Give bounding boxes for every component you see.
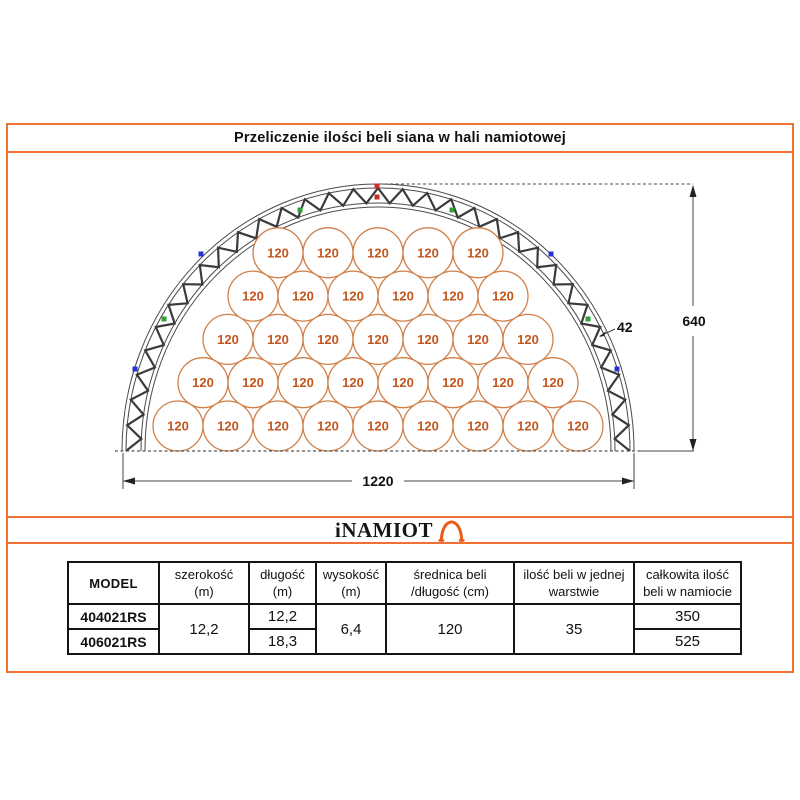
logo-text: iNAMIOT — [335, 518, 433, 542]
dim-height-arrow-bottom — [689, 439, 697, 451]
logo-bar: iNAMIOT — [8, 518, 792, 544]
dim-height-label: 640 — [682, 313, 706, 329]
hay-bale-label: 120 — [442, 289, 464, 304]
hay-bale-label: 120 — [167, 419, 189, 434]
hay-bale-label: 120 — [342, 289, 364, 304]
tent-icon — [438, 519, 465, 542]
hay-bale-label: 120 — [317, 332, 339, 347]
hay-bale-label: 120 — [542, 375, 564, 390]
hay-bale-label: 120 — [442, 375, 464, 390]
hay-bale — [527, 357, 579, 409]
col-header-bales-per-layer: ilość beli w jednej warstwie — [513, 561, 635, 605]
truss-markers — [132, 183, 620, 372]
hay-bale-label: 120 — [242, 289, 264, 304]
truss-marker — [198, 251, 204, 257]
cell-bales-total-1: 350 — [633, 603, 742, 630]
truss-marker — [132, 366, 138, 372]
hay-bale-label: 120 — [217, 332, 239, 347]
hay-bale — [477, 270, 529, 322]
diagram-area: 120 120 120 120 120 120 120 120 120 120 120 120 120 1… — [8, 153, 792, 518]
hay-bale-label: 120 — [317, 245, 339, 260]
tent-cross-section-diagram: 120 120 120 120 120 120 120 120 120 120 120 120 120 1… — [115, 183, 706, 489]
cell-height: 6,4 — [315, 603, 387, 655]
hay-bale-label: 120 — [417, 419, 439, 434]
hay-bale-label: 120 — [467, 332, 489, 347]
hay-bale — [452, 227, 504, 279]
hay-bale-label: 120 — [367, 419, 389, 434]
dim-width — [122, 453, 635, 489]
hay-bale-label: 120 — [367, 245, 389, 260]
hay-bale-label: 120 — [392, 289, 414, 304]
hay-bale-label: 120 — [242, 375, 264, 390]
dim-truss-label: 42 — [617, 319, 633, 335]
cell-length-2: 18,3 — [248, 628, 317, 655]
hay-bale-label: 120 — [342, 375, 364, 390]
cell-bales-total-2: 525 — [633, 628, 742, 655]
table-row: 406021RS 18,3 525 — [67, 628, 742, 655]
hay-bale-label: 120 — [267, 332, 289, 347]
header-row: MODEL szerokość (m) długość (m) wysokość (m… — [67, 561, 742, 605]
cell-width: 12,2 — [158, 603, 250, 655]
col-header-bale-diameter: średnica beli/długość (cm) — [385, 561, 515, 605]
hay-bale-label: 120 — [317, 419, 339, 434]
hay-bale-label: 120 — [467, 419, 489, 434]
hay-bale-label: 120 — [517, 332, 539, 347]
hay-bale-label: 120 — [192, 375, 214, 390]
hay-bale-label: 120 — [567, 419, 589, 434]
cell-bales-per-layer: 35 — [513, 603, 635, 655]
truss-marker — [449, 207, 455, 213]
truss-marker — [585, 316, 591, 322]
hay-bale-label: 120 — [492, 289, 514, 304]
dim-height-arrow-top — [689, 185, 697, 197]
hay-bale-label: 120 — [292, 375, 314, 390]
cell-model-2: 406021RS — [67, 628, 160, 655]
truss-marker — [548, 251, 554, 257]
cell-bale-diameter: 120 — [385, 603, 515, 655]
truss-marker — [297, 207, 303, 213]
truss-marker — [161, 316, 167, 322]
table-area: MODEL szerokość (m) długość (m) wysokość (m… — [8, 544, 792, 671]
col-header-width: szerokość (m) — [158, 561, 250, 605]
hay-bale-label: 120 — [267, 245, 289, 260]
col-header-height: wysokość (m) — [315, 561, 387, 605]
document-frame: Przeliczenie ilości beli siana w hali na… — [6, 123, 794, 673]
table-row: 404021RS 12,2 12,2 6,4 120 35 350 — [67, 603, 742, 655]
cell-model-1: 404021RS — [67, 603, 160, 630]
hay-bale-label: 120 — [492, 375, 514, 390]
hay-bale-label: 120 — [417, 245, 439, 260]
col-header-model: MODEL — [67, 561, 160, 605]
dim-width-arrow-right — [622, 477, 634, 485]
truss-marker — [614, 366, 620, 372]
dim-width-label: 1220 — [362, 473, 393, 489]
hay-bales: 120 120 120 120 120 120 120 120 120 120 120 120 120 1… — [152, 227, 604, 452]
hay-bale-label: 120 — [467, 245, 489, 260]
hay-bale-label: 120 — [367, 332, 389, 347]
hay-bale-label: 120 — [267, 419, 289, 434]
dim-height — [379, 183, 694, 450]
dim-width-arrow-left — [123, 477, 135, 485]
spec-table: MODEL szerokość (m) długość (m) wysokość (m… — [67, 561, 742, 655]
dim-truss-arrow — [599, 331, 606, 337]
cell-length-1: 12,2 — [248, 603, 317, 630]
hay-bale — [502, 313, 554, 366]
hay-bale-label: 120 — [292, 289, 314, 304]
hay-bale-label: 120 — [217, 419, 239, 434]
truss-marker — [374, 194, 380, 200]
col-header-length: długość (m) — [248, 561, 317, 605]
hay-bale-label: 120 — [517, 419, 539, 434]
title-bar: Przeliczenie ilości beli siana w hali na… — [8, 125, 792, 153]
col-header-bales-total: całkowita ilość beli w namiocie — [633, 561, 742, 605]
hay-bale-label: 120 — [392, 375, 414, 390]
truss-marker — [374, 183, 380, 189]
hay-bale-label: 120 — [417, 332, 439, 347]
page-title: Przeliczenie ilości beli siana w hali na… — [234, 130, 566, 146]
